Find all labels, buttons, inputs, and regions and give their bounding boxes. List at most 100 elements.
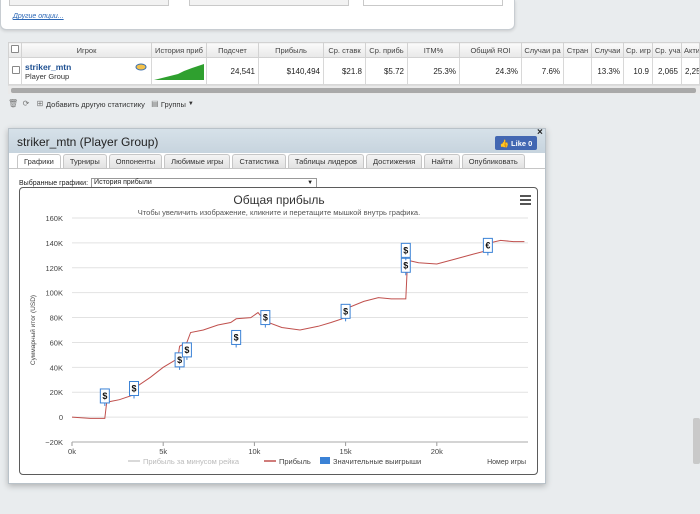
y-tick-label: 40K: [50, 363, 63, 372]
profit-cell: $140,494: [258, 57, 324, 85]
chevron-down-icon: ▼: [187, 101, 194, 107]
table-toolbar: 🗑 ⟳ ⊞ Добавить другую статистику ▤ Групп…: [8, 96, 194, 112]
tab-publish[interactable]: Опубликовать: [461, 154, 525, 168]
big-win-label: €: [485, 240, 490, 250]
avg-participants-cell: 2,065: [652, 57, 682, 85]
avg-profit-cell: $5.72: [365, 57, 408, 85]
thumbs-up-icon: 👍: [499, 138, 510, 148]
column-header[interactable]: Общий ROI: [459, 42, 522, 58]
big-win-marker: [340, 303, 351, 319]
tab-favorite-games[interactable]: Любимые игры: [164, 154, 231, 168]
y-tick-label: 60K: [50, 338, 63, 347]
legend-wins-label: Значительные выигрыши: [333, 457, 421, 466]
add-statistic-label: Добавить другую статистику: [46, 99, 145, 109]
cases2-cell: 13.3%: [591, 57, 624, 85]
avg-stake-cell: $21.8: [323, 57, 366, 85]
x-tick-label: 10k: [248, 447, 260, 456]
big-win-label: $: [403, 260, 408, 270]
roi-cell: 24.3%: [459, 57, 522, 85]
column-header[interactable]: ITM%: [407, 42, 460, 58]
groups-icon: ▤: [151, 99, 159, 108]
column-header[interactable]: Игрок: [21, 42, 152, 58]
player-cell[interactable]: striker_mtn Player Group: [21, 57, 152, 85]
legend-profit-label: Прибыль: [279, 457, 311, 466]
x-tick-label: 20k: [431, 447, 443, 456]
groups-dropdown[interactable]: ▤ Группы ▼: [151, 100, 194, 109]
column-header[interactable]: Ср. прибь: [365, 42, 408, 58]
select-all-checkbox[interactable]: [8, 42, 22, 58]
column-header[interactable]: Случаи ра: [521, 42, 564, 58]
row-checkbox[interactable]: [8, 57, 22, 85]
filter-input[interactable]: [189, 0, 349, 6]
table-row[interactable]: striker_mtn Player Group 24,541 $140,494…: [8, 57, 700, 85]
tab-opponents[interactable]: Оппоненты: [108, 154, 163, 168]
big-win-marker: [181, 342, 192, 358]
facebook-like-button[interactable]: 👍 Like 0: [495, 136, 537, 150]
player-stats-table: Игрок История приб Подсчет Прибыль Ср. с…: [8, 42, 700, 85]
menu-icon[interactable]: [520, 195, 531, 207]
player-name-link[interactable]: striker_mtn: [25, 61, 72, 72]
filter-input[interactable]: [363, 0, 503, 6]
horizontal-scrollbar[interactable]: [8, 85, 700, 94]
window-title: striker_mtn (Player Group): [17, 135, 159, 149]
column-header[interactable]: История приб: [151, 42, 207, 58]
column-header[interactable]: Подсчет: [206, 42, 259, 58]
player-group: Player Group: [25, 71, 70, 81]
column-header[interactable]: Ср. игр: [623, 42, 653, 58]
legend-wins-swatch: [320, 457, 330, 464]
tab-charts[interactable]: Графики: [17, 154, 61, 169]
column-header[interactable]: Стран: [563, 42, 592, 58]
chart-select-value: История прибыли: [94, 179, 152, 186]
profit-history-sparkline: [151, 57, 207, 85]
y-tick-label: 20K: [50, 388, 63, 397]
column-header[interactable]: Прибыль: [258, 42, 324, 58]
trash-icon[interactable]: 🗑: [8, 99, 19, 108]
profit-series-line: [71, 239, 525, 419]
chart-container[interactable]: Общая прибыль Чтобы увеличить изображение…: [19, 187, 538, 475]
big-win-label: $: [263, 313, 268, 323]
column-header[interactable]: Ср. уча: [652, 42, 682, 58]
big-win-label: $: [132, 383, 137, 393]
tab-find[interactable]: Найти: [424, 154, 460, 168]
filter-panel: Другие опции...: [0, 0, 515, 30]
avg-games-cell: 10.9: [623, 57, 653, 85]
player-window: striker_mtn (Player Group) 👍 Like 0 × Гр…: [8, 127, 546, 484]
count-cell: 24,541: [206, 57, 259, 85]
other-options-link[interactable]: Другие опции...: [13, 13, 64, 20]
legend-rake-label: Прибыль за минусом рейка: [143, 457, 240, 466]
chart-subtitle: Чтобы увеличить изображение, кликните и …: [138, 208, 420, 217]
big-win-marker: [174, 352, 185, 368]
page-scrollbar[interactable]: [693, 418, 700, 464]
chart-select-label: Выбранные графики:: [19, 179, 89, 187]
big-win-label: $: [343, 306, 348, 316]
tab-achievements[interactable]: Достижения: [366, 154, 423, 168]
tab-leaderboards[interactable]: Таблицы лидеров: [287, 154, 365, 168]
close-icon[interactable]: ×: [537, 127, 543, 138]
big-win-marker: [400, 242, 411, 258]
column-header[interactable]: Ср. ставк: [323, 42, 366, 58]
x-tick-label: 15k: [340, 447, 352, 456]
sharkscope-icon: [135, 63, 147, 71]
like-label: Like 0: [511, 138, 533, 148]
tab-statistics[interactable]: Статистика: [232, 154, 286, 168]
filter-input[interactable]: [9, 0, 169, 6]
column-header[interactable]: Активн: [681, 42, 700, 58]
add-statistic-button[interactable]: ⊞ Добавить другую статистику: [36, 100, 145, 109]
cases-cell: 7.6%: [521, 57, 564, 85]
itm-cell: 25.3%: [407, 57, 460, 85]
refresh-icon[interactable]: ⟳: [22, 99, 30, 108]
column-header[interactable]: Случаи: [591, 42, 624, 58]
window-header: striker_mtn (Player Group) 👍 Like 0: [9, 129, 545, 153]
country-cell: [563, 57, 592, 85]
big-win-label: $: [184, 345, 189, 355]
y-tick-label: 160K: [45, 214, 63, 223]
tab-tournaments[interactable]: Турниры: [62, 154, 107, 168]
x-tick-label: 0k: [68, 447, 76, 456]
big-win-label: $: [234, 332, 239, 342]
big-win-marker: [129, 380, 140, 396]
scroll-thumb[interactable]: [11, 88, 696, 93]
big-win-label: $: [177, 355, 182, 365]
y-tick-label: 0: [59, 413, 63, 422]
groups-label: Группы: [160, 99, 186, 109]
